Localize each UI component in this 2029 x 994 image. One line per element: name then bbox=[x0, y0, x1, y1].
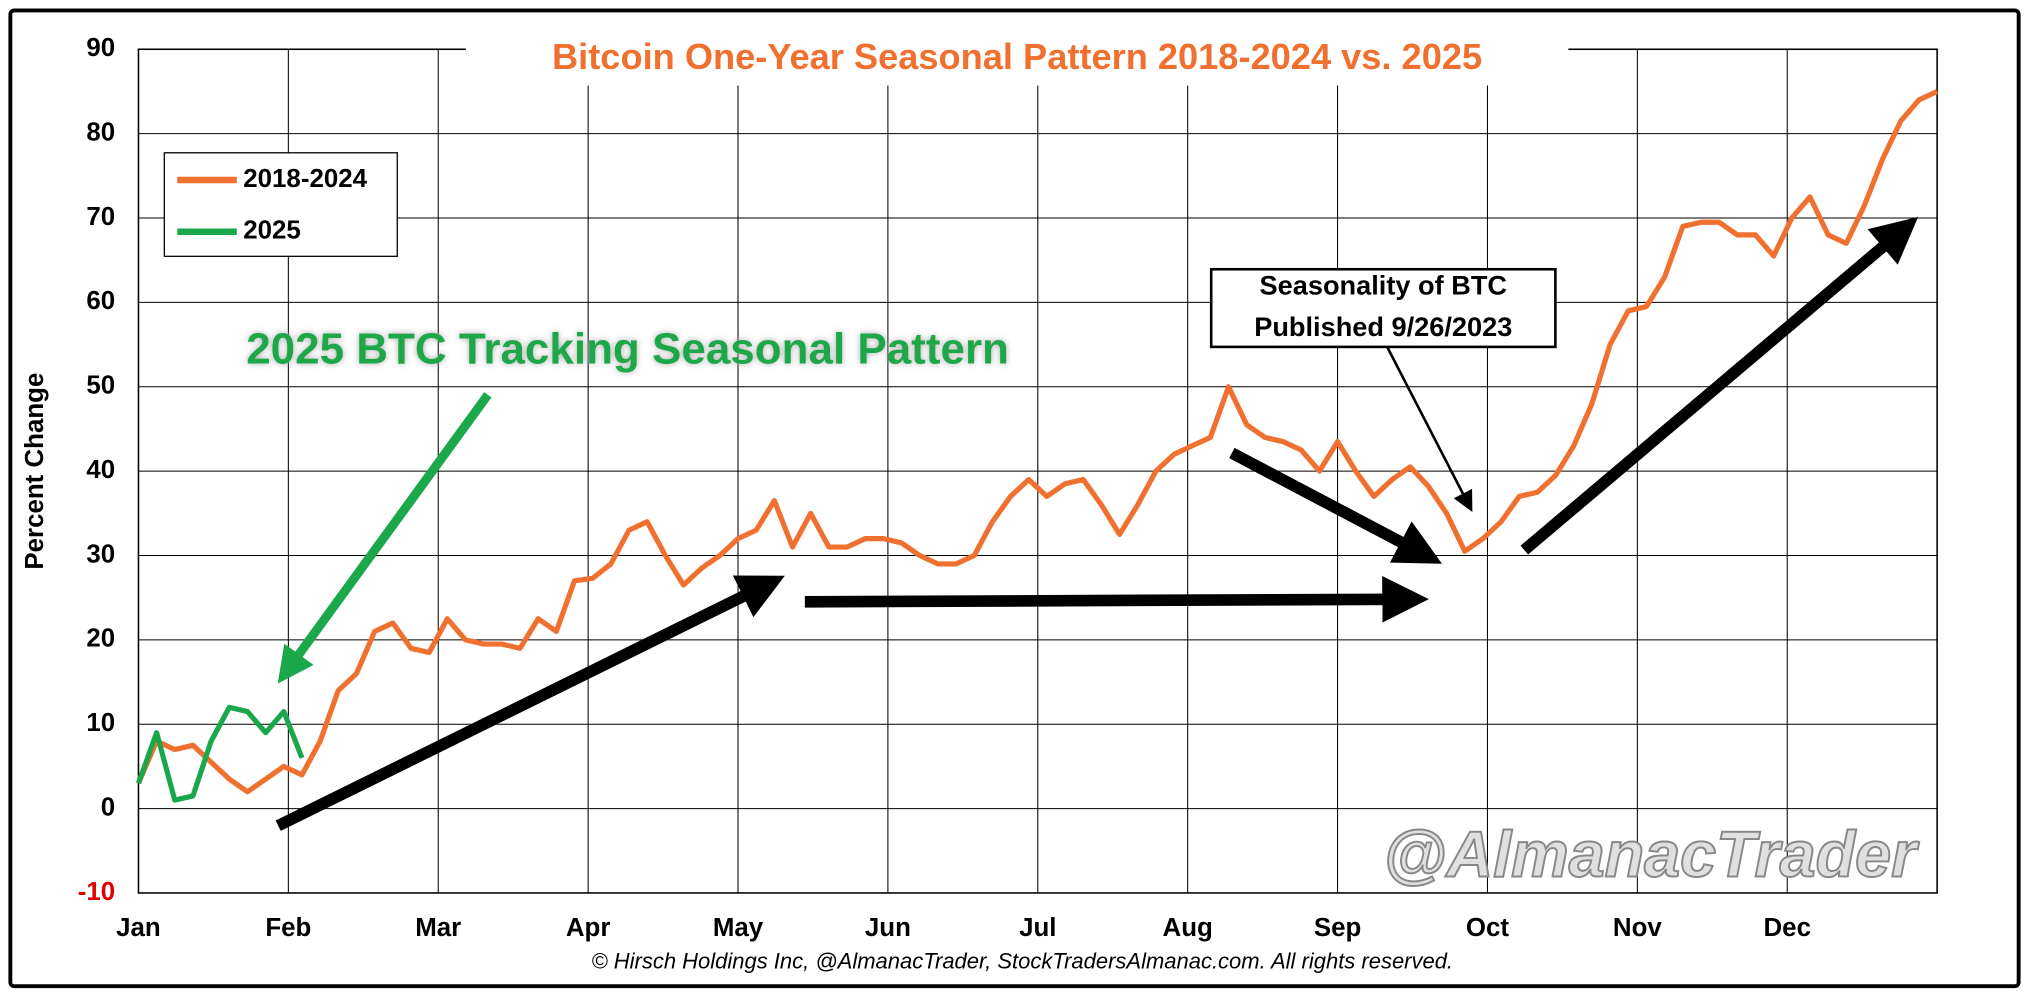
y-tick-label: 20 bbox=[86, 625, 115, 653]
y-tick-label: 0 bbox=[101, 793, 115, 821]
x-tick-label: Feb bbox=[265, 914, 311, 942]
trend-arrow bbox=[1520, 216, 1919, 555]
y-tick-label: 30 bbox=[86, 540, 115, 568]
x-tick-label: Nov bbox=[1613, 914, 1662, 942]
x-tick-label: May bbox=[713, 914, 764, 942]
x-tick-label: Jan bbox=[116, 914, 161, 942]
x-tick-label: Sep bbox=[1314, 914, 1361, 942]
trend-arrow bbox=[1229, 447, 1442, 564]
legend: 2018-2024 2025 bbox=[163, 152, 398, 257]
series-line bbox=[136, 704, 305, 803]
frame bbox=[8, 8, 2021, 989]
y-tick-label: -10 bbox=[78, 878, 115, 906]
legend-label: 2025 bbox=[243, 217, 301, 245]
y-tick-label: 90 bbox=[86, 34, 115, 62]
footer: © Hirsch Holdings Inc, @AlmanacTrader, S… bbox=[591, 949, 1453, 974]
annotation-line: Seasonality of BTC bbox=[1260, 270, 1507, 301]
chart-title: Bitcoin One-Year Seasonal Pattern 2018-2… bbox=[552, 36, 1482, 77]
legend-box bbox=[163, 152, 398, 257]
y-tick-label: 70 bbox=[86, 203, 115, 231]
x-tick-label: Mar bbox=[415, 914, 461, 942]
title-bg bbox=[465, 33, 1569, 86]
y-tick-label: 50 bbox=[86, 372, 115, 400]
annotation-box bbox=[1209, 267, 1557, 349]
trend-arrow bbox=[804, 576, 1429, 623]
series-line bbox=[136, 89, 1939, 795]
trend-arrow bbox=[275, 575, 785, 831]
x-tick-label: Jul bbox=[1019, 914, 1056, 942]
pointer-arrow bbox=[1386, 346, 1473, 512]
series bbox=[136, 89, 1939, 803]
x-tick-label: Oct bbox=[1466, 914, 1510, 942]
y-tick-label: 60 bbox=[86, 287, 115, 315]
x-tick-label: Jun bbox=[865, 914, 911, 942]
y-axis-label: Percent Change bbox=[21, 373, 49, 570]
legend-label: 2018-2024 bbox=[243, 165, 367, 193]
x-tick-label: Dec bbox=[1764, 914, 1811, 942]
y-tick-label: 10 bbox=[86, 709, 115, 737]
tracking-annotation: 2025 BTC Tracking Seasonal Pattern bbox=[246, 325, 1009, 374]
x-tick-label: Apr bbox=[566, 914, 611, 942]
x-tick-label: Aug bbox=[1163, 914, 1213, 942]
green-arrow bbox=[277, 392, 492, 684]
watermark: @AlmanacTrader bbox=[1383, 817, 1920, 890]
y-tick-label: 80 bbox=[86, 118, 115, 146]
annotation-line: Published 9/26/2023 bbox=[1254, 311, 1512, 342]
y-tick-label: 40 bbox=[86, 456, 115, 484]
